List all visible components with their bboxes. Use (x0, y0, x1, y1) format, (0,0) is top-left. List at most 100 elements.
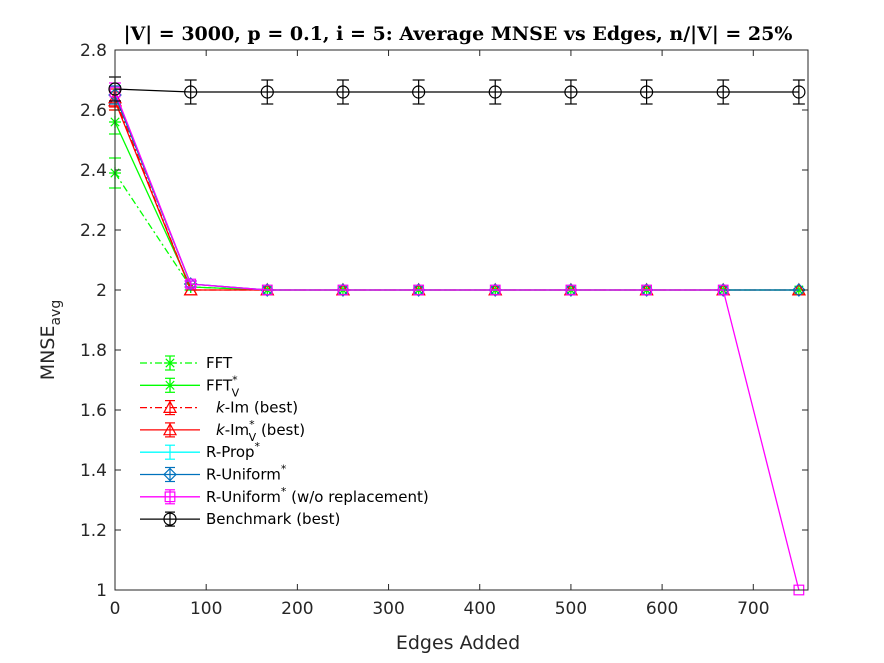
data-point (260, 85, 274, 99)
series-line (114, 88, 799, 93)
data-point (792, 85, 806, 99)
data-point (183, 277, 198, 291)
legend-marker (164, 491, 176, 503)
plot-area (115, 50, 808, 590)
data-point (641, 284, 653, 296)
data-point (564, 85, 578, 99)
data-point (336, 283, 350, 297)
y-tick-label: 1.2 (80, 521, 107, 541)
legend-label: k-Im* V (best) (216, 418, 305, 444)
legend-item-4: R-Prop* (140, 440, 261, 461)
legend-marker (162, 400, 178, 413)
data-point (412, 85, 426, 99)
x-tick-label: 500 (555, 599, 587, 619)
data-point (716, 283, 731, 297)
data-point (261, 284, 273, 296)
series-layer (107, 76, 806, 596)
legend-label-superscript: * (255, 440, 261, 453)
y-axis-label-subscript: avg (48, 300, 64, 326)
legend-label: R-Uniform* (206, 463, 287, 484)
data-point (336, 85, 350, 99)
legend-label-text: FFT (206, 376, 233, 394)
data-point (717, 284, 729, 296)
legend-marker (163, 467, 177, 482)
legend-label-italic: k (216, 421, 226, 439)
legend-item-0: FFT (140, 354, 233, 372)
legend-item-7: Benchmark (best) (140, 510, 340, 528)
y-tick-label: 1.6 (80, 401, 107, 421)
x-tick-label: 100 (190, 599, 222, 619)
legend-label-text: Benchmark (best) (206, 510, 340, 528)
y-axis-label: MNSEavg (37, 300, 64, 380)
legend-label-superscript: * (232, 373, 238, 386)
legend-label: R-Prop* (206, 440, 261, 461)
y-tick-label: 2.6 (80, 101, 107, 121)
legend-label: R-Uniform* (w/o replacement) (206, 485, 429, 506)
legend-label-rest: (best) (256, 421, 305, 439)
data-point (488, 283, 503, 297)
legend-label-subscript: V (249, 431, 257, 444)
x-tick-label: 0 (110, 599, 121, 619)
x-tick-label: 600 (646, 599, 678, 619)
y-tick-label: 2 (96, 281, 107, 301)
data-point (185, 278, 197, 290)
legend-marker (163, 512, 177, 526)
legend-label-text: FFT (206, 354, 233, 372)
legend-marker (162, 422, 178, 436)
legend-label-text: R-Prop (206, 443, 255, 461)
legend-label-text: R-Uniform (206, 466, 281, 484)
y-tick-label: 1.8 (80, 341, 107, 361)
data-point (640, 85, 654, 99)
legend-label-superscript: * (281, 463, 287, 476)
legend-item-6: R-Uniform* (w/o replacement) (140, 485, 429, 506)
legend-marker (164, 357, 176, 369)
data-point (411, 283, 426, 297)
data-point (260, 283, 275, 297)
legend-label-superscript: * (249, 418, 255, 431)
legend-item-5: R-Uniform* (140, 463, 287, 484)
legend-label: Benchmark (best) (206, 510, 340, 528)
legend-label: FFT (206, 354, 233, 372)
legend-label-text: -Im (best) (225, 399, 298, 417)
legend-label-text: -Im (225, 421, 249, 439)
y-axis-label-main: MNSE (37, 326, 59, 381)
legend-label: FFT* V (206, 373, 240, 399)
legend-label: k-Im (best) (216, 399, 298, 417)
legend-label-superscript: * (281, 485, 287, 498)
series-line (114, 91, 800, 591)
data-point (184, 85, 198, 99)
axes-layer: 0 100 200 300 400 500 600 700 1 1.2 1.4 1.6 1.8 2 2.2 2… (80, 41, 809, 619)
axes-box (114, 49, 809, 591)
legend-item-2: k-Im (best) (140, 399, 298, 417)
legend-label-rest: (w/o replacement) (286, 488, 428, 506)
data-point (413, 284, 425, 296)
x-tick-label: 200 (281, 599, 313, 619)
data-point (792, 284, 805, 296)
legend-item-1: FFT* V (140, 373, 240, 399)
data-point (792, 283, 806, 297)
legend-label-subscript: V (232, 386, 240, 399)
x-tick-label: 300 (372, 599, 404, 619)
legend-label-text: R-Uniform (206, 488, 281, 506)
data-point (488, 85, 502, 99)
data-point (564, 283, 578, 297)
legend-item-3: k-Im* V (best) (140, 418, 305, 444)
y-tick-label: 1 (96, 581, 107, 601)
data-point (639, 283, 654, 297)
y-tick-label: 1.4 (80, 461, 107, 481)
x-axis-label: Edges Added (396, 632, 520, 654)
data-point (565, 284, 577, 296)
chart-title: |V| = 3000, p = 0.1, i = 5: Average MNSE… (124, 23, 793, 45)
data-point (716, 85, 730, 99)
x-tick-label: 400 (464, 599, 496, 619)
series-7 (108, 76, 806, 105)
y-tick-label: 2.2 (80, 221, 107, 241)
data-point (337, 284, 349, 296)
legend-marker (164, 379, 176, 392)
y-tick-label: 2.4 (80, 161, 107, 181)
x-tick-label: 700 (737, 599, 769, 619)
legend-label-italic: k (216, 399, 226, 417)
y-tick-label: 2.8 (80, 41, 107, 61)
